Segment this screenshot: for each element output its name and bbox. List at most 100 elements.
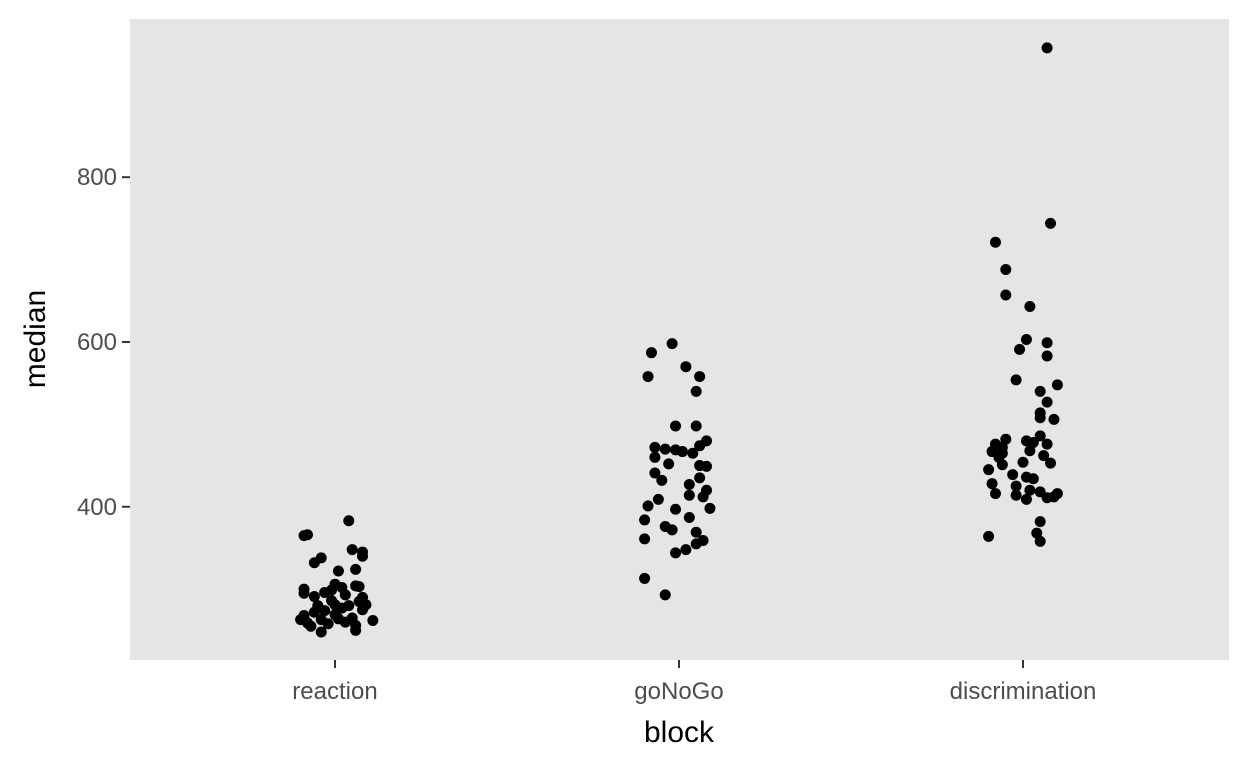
data-point-reaction xyxy=(329,609,341,621)
y-tick-label: 800 xyxy=(77,164,117,191)
data-point-goNoGo xyxy=(690,538,702,550)
data-point-discrimination xyxy=(1007,469,1019,481)
data-point-reaction xyxy=(367,614,379,626)
data-point-goNoGo xyxy=(690,385,702,397)
data-point-discrimination xyxy=(1051,488,1063,500)
data-point-discrimination xyxy=(1034,535,1046,547)
data-point-discrimination xyxy=(1031,527,1043,539)
data-point-discrimination xyxy=(1010,489,1022,501)
data-point-reaction xyxy=(322,618,334,630)
data-point-goNoGo xyxy=(694,440,706,452)
data-point-reaction xyxy=(326,595,338,607)
data-point-goNoGo xyxy=(683,489,695,501)
data-point-reaction xyxy=(343,515,355,527)
data-point-discrimination xyxy=(1017,456,1029,468)
plot-panel xyxy=(130,19,1229,660)
data-point-discrimination xyxy=(1020,334,1032,345)
data-point-reaction xyxy=(343,600,355,612)
data-point-discrimination xyxy=(1048,413,1060,425)
data-point-discrimination xyxy=(1024,445,1036,457)
data-point-discrimination xyxy=(1041,337,1053,349)
data-point-discrimination xyxy=(1045,217,1057,229)
data-point-discrimination xyxy=(1010,480,1022,492)
x-tick-label: goNoGo xyxy=(634,678,723,705)
data-point-goNoGo xyxy=(659,443,671,455)
data-point-reaction xyxy=(353,581,365,593)
data-point-goNoGo xyxy=(683,479,695,491)
data-point-goNoGo xyxy=(649,467,661,479)
data-point-goNoGo xyxy=(701,460,713,472)
x-axis: reaction goNoGo discrimination xyxy=(292,660,1096,705)
y-tick-label: 400 xyxy=(77,494,117,521)
y-tick-label: 600 xyxy=(77,329,117,356)
data-point-reaction xyxy=(339,589,351,601)
data-point-discrimination xyxy=(1051,379,1063,391)
data-points xyxy=(295,42,1063,638)
data-point-reaction xyxy=(298,587,310,599)
data-point-reaction xyxy=(350,563,362,575)
data-point-reaction xyxy=(346,544,358,556)
data-point-goNoGo xyxy=(639,514,651,526)
data-point-goNoGo xyxy=(645,347,657,359)
x-tick-label: reaction xyxy=(292,678,377,705)
data-point-reaction xyxy=(332,565,344,577)
data-point-discrimination xyxy=(1000,289,1012,301)
data-point-goNoGo xyxy=(687,447,699,459)
data-point-reaction xyxy=(357,604,369,616)
data-point-discrimination xyxy=(1041,350,1053,362)
data-point-goNoGo xyxy=(670,547,682,559)
data-point-discrimination xyxy=(1038,450,1050,462)
data-point-goNoGo xyxy=(639,572,651,584)
x-tick-label: discrimination xyxy=(950,678,1097,705)
data-point-goNoGo xyxy=(642,500,654,512)
data-point-goNoGo xyxy=(704,502,716,514)
data-point-goNoGo xyxy=(659,589,671,601)
data-point-discrimination xyxy=(989,236,1001,248)
data-point-discrimination xyxy=(1027,473,1039,485)
data-point-discrimination xyxy=(996,459,1008,471)
data-point-goNoGo xyxy=(680,361,692,373)
data-point-discrimination xyxy=(1027,436,1039,448)
data-point-goNoGo xyxy=(656,474,668,486)
data-point-discrimination xyxy=(1034,385,1046,397)
data-point-goNoGo xyxy=(683,511,695,523)
data-point-goNoGo xyxy=(649,441,661,453)
data-point-goNoGo xyxy=(694,472,706,484)
data-point-reaction xyxy=(308,557,320,569)
data-point-goNoGo xyxy=(642,371,654,383)
data-point-goNoGo xyxy=(690,526,702,538)
data-point-discrimination xyxy=(1041,42,1053,54)
data-point-discrimination xyxy=(1034,430,1046,442)
data-point-goNoGo xyxy=(663,458,675,470)
data-point-discrimination xyxy=(1020,493,1032,505)
data-point-reaction xyxy=(357,550,369,562)
data-point-discrimination xyxy=(989,488,1001,500)
data-point-discrimination xyxy=(986,478,998,490)
data-point-goNoGo xyxy=(666,524,678,536)
data-point-discrimination xyxy=(1045,457,1057,469)
data-point-goNoGo xyxy=(649,451,661,463)
data-point-discrimination xyxy=(1034,516,1046,528)
data-point-goNoGo xyxy=(676,446,688,458)
data-point-discrimination xyxy=(1000,433,1012,445)
data-point-goNoGo xyxy=(670,503,682,515)
data-point-discrimination xyxy=(1034,412,1046,424)
data-point-goNoGo xyxy=(694,371,706,383)
x-axis-title: block xyxy=(644,716,715,749)
data-point-reaction xyxy=(308,591,320,603)
data-point-reaction xyxy=(315,626,327,638)
data-point-goNoGo xyxy=(697,491,709,503)
data-point-discrimination xyxy=(1041,438,1053,450)
data-point-discrimination xyxy=(1014,343,1026,355)
y-axis: 400 600 800 xyxy=(77,164,130,521)
data-point-discrimination xyxy=(1041,396,1053,408)
data-point-reaction xyxy=(312,600,324,612)
data-point-goNoGo xyxy=(666,338,678,350)
data-point-discrimination xyxy=(1024,484,1036,496)
data-point-discrimination xyxy=(983,464,995,476)
data-point-goNoGo xyxy=(670,420,682,432)
data-point-discrimination xyxy=(1010,374,1022,386)
data-point-discrimination xyxy=(983,530,995,542)
data-point-discrimination xyxy=(1024,301,1036,313)
